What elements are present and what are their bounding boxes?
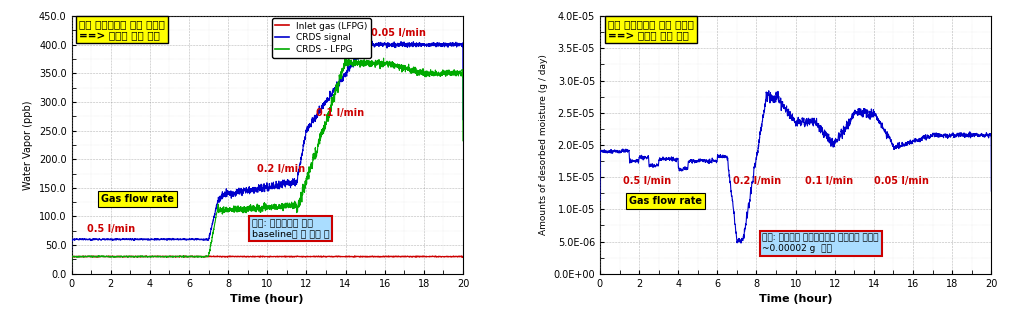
- Text: 결론: 가스유량에 따라
baseline에 큰 영향 줌: 결론: 가스유량에 따라 baseline에 큰 영향 줌: [251, 219, 329, 239]
- Text: 0.05 l/min: 0.05 l/min: [371, 28, 426, 38]
- Y-axis label: Water Vapor (ppb): Water Vapor (ppb): [24, 100, 34, 190]
- Text: 0.1 l/min: 0.1 l/min: [805, 175, 853, 185]
- Text: 0.5 l/min: 0.5 l/min: [87, 224, 135, 234]
- X-axis label: Time (hour): Time (hour): [759, 294, 832, 304]
- Text: 결론: 아무동안 시료표면에서 탈착되는 수분량
~0.00002 g  정도: 결론: 아무동안 시료표면에서 탈착되는 수분량 ~0.00002 g 정도: [762, 234, 879, 253]
- Text: 0.05 l/min: 0.05 l/min: [874, 175, 929, 185]
- Text: Gas flow rate: Gas flow rate: [630, 196, 702, 206]
- Text: 0.2 l/min: 0.2 l/min: [258, 164, 306, 174]
- X-axis label: Time (hour): Time (hour): [231, 294, 304, 304]
- Text: Gas flow rate: Gas flow rate: [101, 194, 174, 204]
- Text: 시료 표면에서의 수분 탈싩량
==> 유량에 따라 조사: 시료 표면에서의 수분 탈싩량 ==> 유량에 따라 조사: [608, 19, 694, 40]
- Text: 시료 표면에서의 수분 탈싩량
==> 유량에 따라 조사: 시료 표면에서의 수분 탈싩량 ==> 유량에 따라 조사: [80, 19, 166, 40]
- Text: 0.1 l/min: 0.1 l/min: [316, 108, 364, 118]
- Y-axis label: Amounts of desorbed moisture (g / day): Amounts of desorbed moisture (g / day): [539, 54, 548, 235]
- Text: 0.2 l/min: 0.2 l/min: [733, 175, 781, 185]
- Legend: Inlet gas (LFPG), CRDS signal, CRDS - LFPG: Inlet gas (LFPG), CRDS signal, CRDS - LF…: [272, 18, 371, 58]
- Text: 0.5 l/min: 0.5 l/min: [623, 175, 671, 185]
